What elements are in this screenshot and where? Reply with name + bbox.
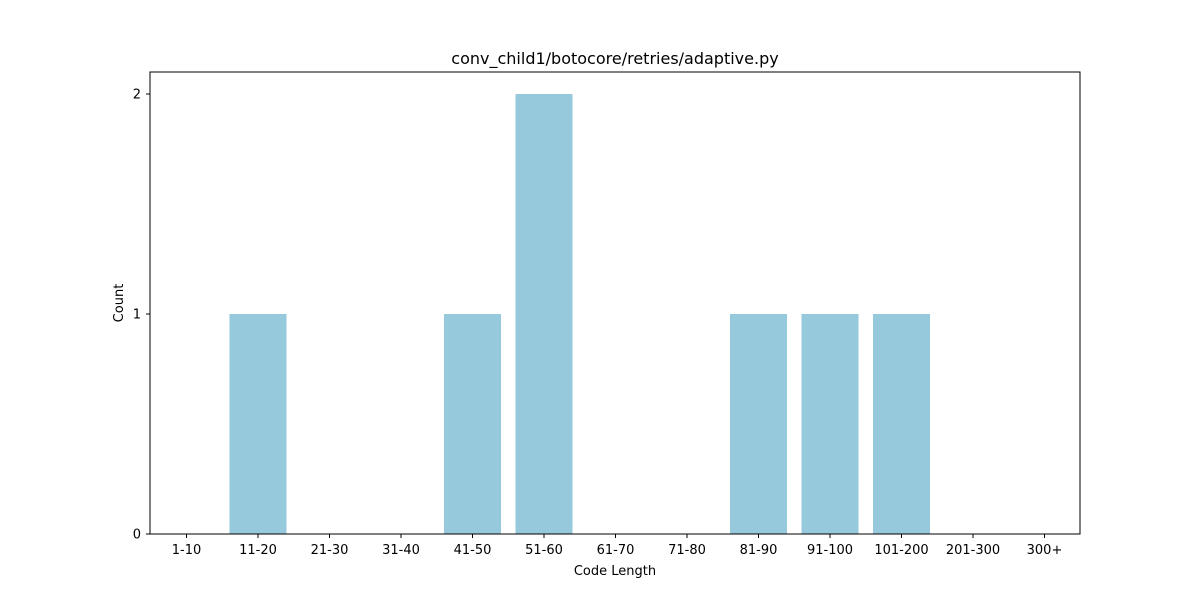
bars-layer [229,94,930,534]
x-tick-label: 300+ [1027,543,1063,558]
x-tick-label: 51-60 [525,543,563,558]
x-axis-label: Code Length [574,564,656,579]
x-tick-label: 21-30 [311,543,349,558]
x-tick-label: 31-40 [382,543,420,558]
bar-91-100 [801,314,859,534]
bar-41-50 [444,314,501,534]
x-tick-label: 61-70 [597,543,635,558]
chart-title: conv_child1/botocore/retries/adaptive.py [451,49,778,69]
x-tick-label: 91-100 [807,543,853,558]
x-tick-label: 1-10 [172,543,202,558]
y-tick-label: 2 [133,88,141,103]
bar-51-60 [515,94,573,534]
bar-11-20 [229,314,287,534]
y-axis-label: Count [112,284,127,323]
bar-81-90 [730,314,787,534]
y-tick-label: 0 [133,528,141,543]
x-ticks: 1-10 11-20 21-30 31-40 41-50 51-60 61-70 71-80 8… [172,534,1063,558]
x-tick-label: 71-80 [668,543,706,558]
x-tick-label: 11-20 [239,543,277,558]
x-tick-label: 41-50 [454,543,492,558]
bar-101-200 [873,314,930,534]
plot-frame [149,71,1081,535]
x-tick-label: 101-200 [874,543,928,558]
x-tick-label: 201-300 [946,543,1000,558]
y-ticks: 0 1 2 [133,88,150,543]
x-tick-label: 81-90 [740,543,778,558]
y-tick-label: 1 [133,308,141,323]
